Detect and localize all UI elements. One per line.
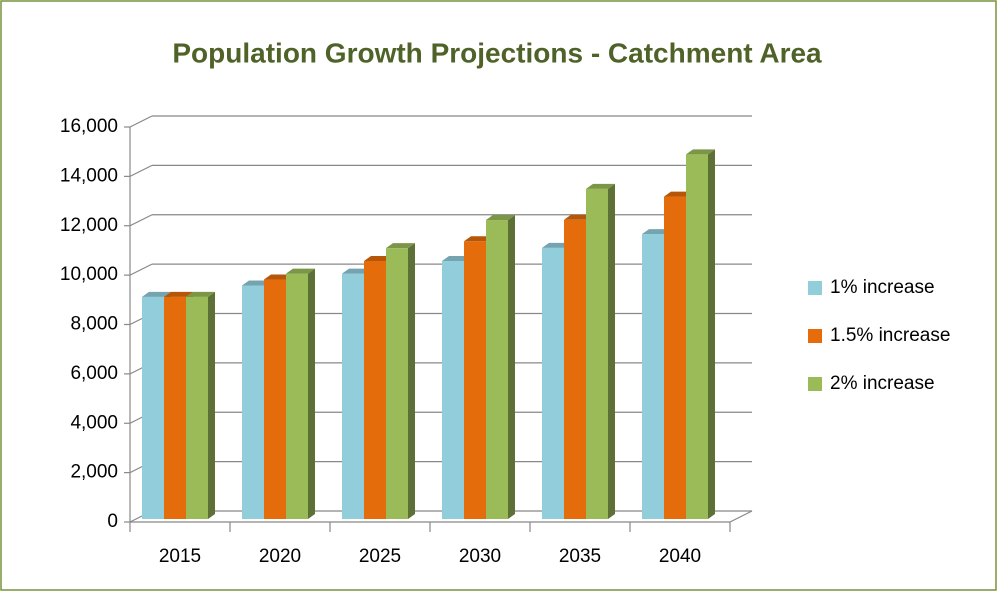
bar	[464, 241, 486, 519]
bar	[442, 261, 464, 519]
legend-label: 2% increase	[830, 373, 935, 394]
grid-line	[129, 115, 153, 128]
bar-top	[486, 215, 515, 221]
bar	[642, 234, 664, 519]
bar-top	[386, 243, 415, 249]
bar	[342, 273, 364, 519]
bar-top	[664, 191, 693, 197]
bar-top	[164, 291, 193, 297]
x-tick-label: 2020	[259, 546, 301, 567]
bar-top	[364, 256, 393, 262]
bar-side	[208, 291, 215, 519]
bar	[486, 220, 508, 520]
legend-swatch	[808, 329, 822, 343]
y-tick-label: 10,000	[60, 264, 118, 285]
bar	[664, 196, 686, 520]
bar	[142, 296, 164, 519]
bar-side	[608, 183, 615, 519]
x-tick-label: 2035	[559, 546, 601, 567]
bar-top	[242, 280, 271, 286]
legend-swatch	[808, 281, 822, 295]
y-tick-label: 16,000	[60, 116, 118, 137]
bar-top	[264, 274, 293, 280]
bar	[564, 219, 586, 519]
y-tick-label: 4,000	[70, 412, 118, 433]
bar-side	[708, 149, 715, 519]
bar-top	[142, 291, 171, 297]
bar	[586, 188, 608, 519]
bar	[542, 247, 564, 519]
bar-top	[186, 291, 215, 297]
bar-top	[642, 229, 671, 235]
grid-line	[129, 263, 153, 276]
bar-side	[408, 243, 415, 519]
bar-side	[508, 215, 515, 520]
bar	[686, 154, 708, 519]
bar	[264, 279, 286, 519]
legend-swatch	[808, 377, 822, 391]
bar-top	[686, 149, 715, 155]
y-tick-label: 2,000	[70, 462, 118, 483]
x-tick-label: 2025	[359, 546, 401, 567]
bar	[286, 273, 308, 519]
bar	[164, 296, 186, 519]
axis-line	[729, 510, 753, 523]
bar-side	[308, 268, 315, 519]
grid-line	[129, 164, 153, 177]
bar-top	[542, 242, 571, 248]
y-tick-label: 0	[107, 511, 118, 532]
bar	[186, 296, 208, 519]
legend-label: 1.5% increase	[830, 325, 950, 346]
bar-top	[464, 236, 493, 242]
x-tick-label: 2030	[459, 546, 501, 567]
bar-top	[586, 183, 615, 189]
y-tick-label: 8,000	[70, 314, 118, 335]
bar-top	[442, 256, 471, 262]
grid-line	[129, 214, 153, 227]
x-tick-label: 2040	[659, 546, 701, 567]
bar-top	[564, 214, 593, 220]
bar	[242, 285, 264, 519]
bar-top	[286, 268, 315, 274]
y-tick-label: 6,000	[70, 363, 118, 384]
y-tick-label: 14,000	[60, 165, 118, 186]
x-tick-label: 2015	[159, 546, 201, 567]
bar	[364, 261, 386, 519]
bar	[386, 248, 408, 519]
y-tick-label: 12,000	[60, 215, 118, 236]
bar-top	[342, 268, 371, 274]
chart-title: Population Growth Projections - Catchmen…	[172, 37, 822, 68]
legend-label: 1% increase	[830, 277, 935, 298]
